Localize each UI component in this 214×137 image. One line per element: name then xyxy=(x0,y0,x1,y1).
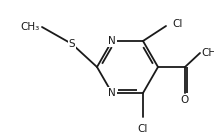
Text: N: N xyxy=(108,36,116,46)
Text: Cl: Cl xyxy=(172,19,182,29)
Text: CH₃: CH₃ xyxy=(21,22,40,32)
Text: Cl: Cl xyxy=(138,124,148,134)
Text: CH₃: CH₃ xyxy=(201,48,214,58)
Text: O: O xyxy=(181,95,189,105)
Text: N: N xyxy=(108,88,116,98)
Text: S: S xyxy=(69,39,75,49)
